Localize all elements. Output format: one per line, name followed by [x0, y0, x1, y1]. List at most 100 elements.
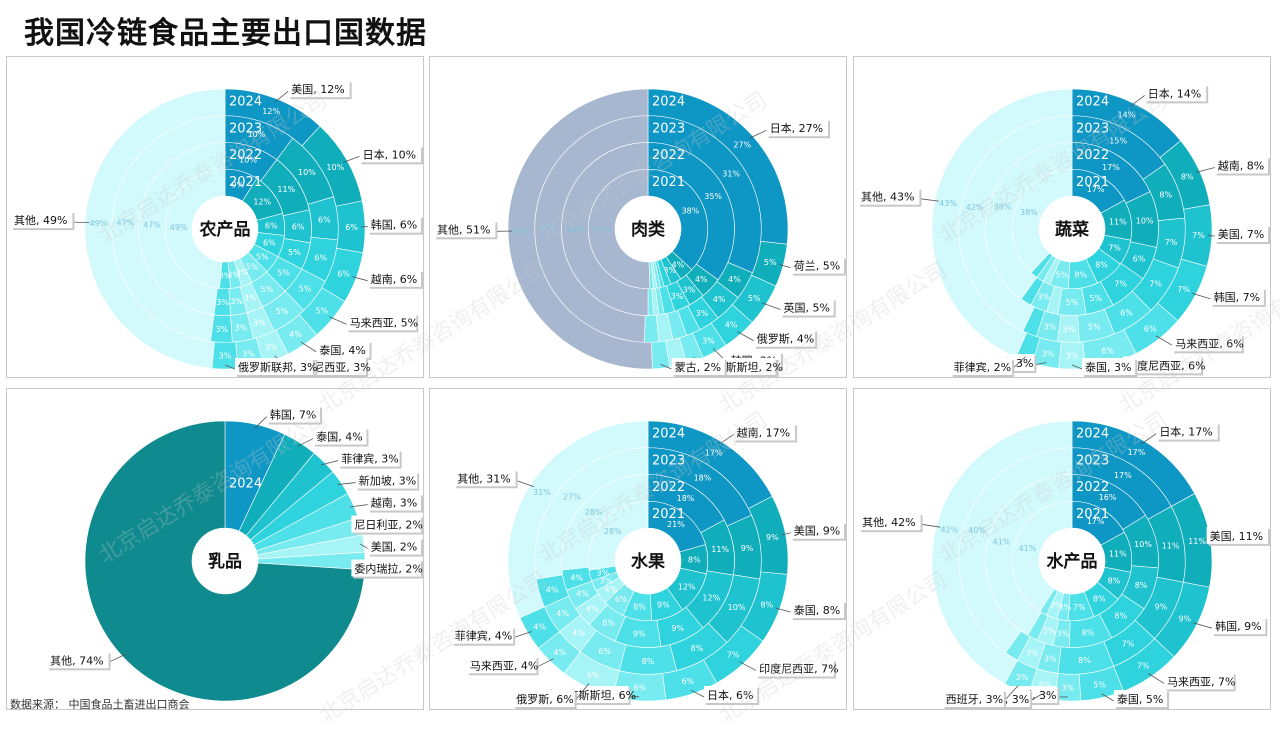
- callout-line: [749, 130, 766, 138]
- data-label-2: 7%: [1165, 238, 1178, 247]
- data-label-9: 49%: [170, 223, 188, 232]
- ring-year-label: 2022: [1076, 148, 1109, 163]
- data-label-7: 3%: [242, 349, 255, 358]
- callout-label-e99fa9e59bbd: 韩国, 9%: [1215, 619, 1261, 633]
- ring-year-label: 2023: [1076, 453, 1109, 468]
- data-label-1: 10%: [326, 163, 344, 172]
- callout-label-e697a5e69cac: 日本, 14%: [1148, 86, 1201, 100]
- data-label-4: 8%: [633, 603, 646, 612]
- data-label-9: 27%: [563, 492, 581, 501]
- ring-year-label: 2024: [229, 476, 262, 491]
- data-label-5: 5%: [1056, 270, 1069, 279]
- data-label-4: 5%: [1089, 294, 1102, 303]
- data-label-5: 6%: [602, 619, 615, 628]
- callout-label-e58db0e5baa6e5b0bce8a5bf: 印度尼西亚, 6%: [1126, 358, 1205, 372]
- data-label-2: 6%: [318, 215, 331, 224]
- data-label-8: 4%: [570, 573, 583, 582]
- callout-label-e5a794e58685e7919ee68b89: 委内瑞拉, 2%: [354, 562, 422, 576]
- callout-line: [1208, 235, 1215, 236]
- callout-line: [298, 439, 313, 447]
- data-label-0: 27%: [733, 140, 751, 149]
- data-label-0: 35%: [704, 192, 722, 201]
- data-label-6: 4%: [572, 629, 585, 638]
- data-label-1: 5%: [764, 258, 777, 267]
- callout-label-e697a5e69cac: 日本, 6%: [707, 688, 753, 702]
- data-label-3: 6%: [337, 269, 350, 278]
- callout-label-e8b68ae58d97: 越南, 8%: [1218, 159, 1264, 173]
- data-label-5: 6%: [1101, 346, 1114, 355]
- data-label-3: 8%: [1114, 611, 1127, 620]
- callout-label-e8b68ae58d97: 越南, 17%: [737, 425, 790, 439]
- data-label-9: 28%: [604, 527, 622, 536]
- data-label-1: 11%: [1188, 537, 1206, 546]
- data-label-8: 3%: [219, 352, 232, 361]
- data-label-4: 5%: [1093, 681, 1106, 690]
- data-label-2: 4%: [713, 295, 726, 304]
- data-label-3: 7%: [1149, 279, 1162, 288]
- callout-label-e7be8ee59bbd: 美国, 12%: [291, 83, 344, 96]
- data-label-0: 38%: [682, 206, 700, 215]
- data-label-3: 7%: [1122, 640, 1135, 649]
- callout-line: [739, 662, 756, 671]
- data-label-3: 8%: [691, 644, 704, 653]
- data-label-2: 5%: [748, 294, 761, 303]
- data-label-3: 9%: [657, 601, 670, 610]
- data-label-3: 3%: [696, 309, 709, 318]
- callout-label-e58db0e5baa6e5b0bce8a5bf: 印度尼西亚, 7%: [759, 662, 838, 676]
- data-label-3: 6%: [263, 239, 276, 248]
- callout-label-e6b3b0e59bbd: 泰国, 4%: [316, 430, 362, 444]
- callout-label-e9a9ace69da5e8a5bfe4ba9a: 马来西亚, 7%: [1167, 675, 1235, 688]
- callout-label-e696b0e58aa0e59da1: 新加坡, 3%: [359, 474, 416, 488]
- callout-label-e88db7e585b0: 荷兰, 5%: [794, 260, 840, 273]
- callout-line: [301, 342, 317, 352]
- data-label-6: 3%: [1066, 352, 1079, 361]
- data-label-2: 6%: [265, 221, 278, 230]
- data-label-5: 5%: [276, 307, 289, 316]
- callout-line: [1141, 434, 1156, 444]
- data-label-7: 3%: [600, 576, 613, 585]
- callout-label-e585b6e4bb96: 其他, 43%: [861, 191, 914, 204]
- ring-year-label: 2024: [1076, 95, 1109, 110]
- callout-label-e99fa9e59bbd: 韩国, 6%: [371, 218, 417, 232]
- data-label-2: 6%: [345, 223, 358, 232]
- callout-line: [719, 434, 734, 444]
- callout-line: [1130, 95, 1144, 106]
- data-label-7: 3%: [1042, 349, 1055, 358]
- data-label-5: 3%: [1044, 654, 1057, 663]
- ring-year-label: 2021: [229, 175, 262, 190]
- data-label-7: 4%: [576, 590, 589, 599]
- data-label-8: 3%: [597, 568, 610, 577]
- data-label-6: 3%: [244, 294, 257, 303]
- callout-label-e585b6e4bb96: 其他, 49%: [14, 214, 67, 227]
- data-label-3: 4%: [725, 321, 738, 330]
- data-label-4: 3%: [702, 336, 715, 345]
- callout-label-e8b68ae58d97: 越南, 6%: [371, 272, 417, 286]
- ring-year-label: 2024: [1076, 427, 1109, 442]
- chart-center-title: 肉类: [631, 219, 666, 240]
- ring-year-label: 2023: [229, 121, 262, 136]
- data-label-1: 8%: [688, 556, 701, 565]
- callout-label-e6b3b0e59bbd: 泰国, 8%: [794, 603, 840, 617]
- callout-label-e9a9ace69da5e8a5bfe4ba9a: 马来西亚, 4%: [470, 659, 538, 672]
- data-label-4: 6%: [682, 677, 695, 686]
- callout-label-e6b3b0e59bbd: 泰国, 4%: [319, 343, 365, 357]
- data-label-0: 14%: [1118, 111, 1136, 120]
- data-label-1: 8%: [1181, 172, 1194, 181]
- data-source-note: 数据来源： 中国食品土畜进出口商会: [10, 696, 190, 712]
- callout-label-e7be8ee59bbd: 美国, 9%: [794, 525, 840, 538]
- data-label-8: 3%: [216, 298, 229, 307]
- data-label-5: 3%: [1056, 630, 1069, 639]
- data-label-0: 17%: [1102, 163, 1120, 172]
- data-label-1: 10%: [1134, 540, 1152, 549]
- data-label-4: 8%: [1082, 628, 1095, 637]
- data-label-4: 5%: [299, 285, 312, 294]
- data-label-6: 3%: [265, 343, 278, 352]
- callout-label-e697a5e69cac: 日本, 10%: [363, 147, 416, 161]
- callout-label-e585b6e4bb96: 其他, 31%: [457, 472, 510, 485]
- data-label-4: 7%: [1073, 603, 1086, 612]
- data-label-7: 3%: [1037, 292, 1050, 301]
- chart-svg: 17%11%9%7%5%3%3%3%42%202417%11%9%7%8%3%3…: [854, 389, 1271, 710]
- callout-label-e4bf84e7bd97e696af: 俄罗斯, 4%: [757, 333, 814, 346]
- data-label-9: 28%: [585, 508, 603, 517]
